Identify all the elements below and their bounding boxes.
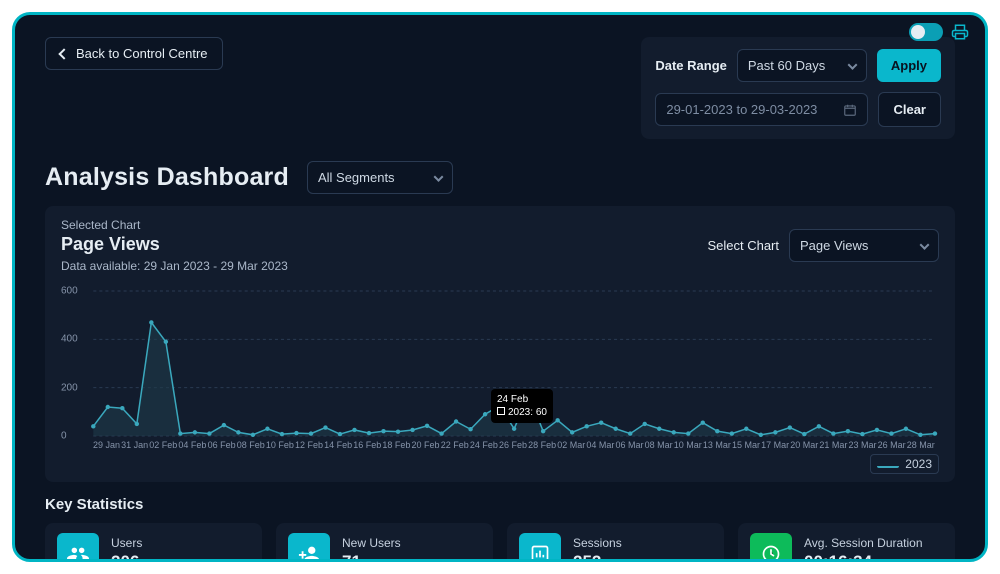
chart-ylabel: 600 (61, 286, 78, 297)
chart-xlabel: 29 Jan (93, 440, 120, 450)
chart-xlabel: 20 Feb (412, 440, 440, 450)
date-range-select[interactable]: Past 60 Days (737, 49, 867, 82)
chevron-left-icon (58, 48, 69, 59)
stat-value: 00:16:34 (804, 552, 923, 562)
clear-button[interactable]: Clear (878, 92, 941, 127)
chart-xlabel: 23 Mar (849, 440, 877, 450)
chart-xlabel: 04 Mar (586, 440, 614, 450)
stats-row: Users 206 New Users 71 Sessions 252 Avg. Sessi… (45, 523, 955, 562)
chart-xlabel: 08 Feb (237, 440, 265, 450)
back-button[interactable]: Back to Control Centre (45, 37, 223, 70)
apply-button[interactable]: Apply (877, 49, 941, 82)
chart-svg (61, 285, 939, 450)
stat-card[interactable]: Users 206 (45, 523, 262, 562)
chart-xlabel: 12 Feb (295, 440, 323, 450)
chart-ylabel: 200 (61, 382, 78, 393)
moon-icon (912, 26, 924, 38)
date-range-panel: Date Range Past 60 Days Apply 29-01-2023… (641, 37, 955, 139)
theme-toggle[interactable] (909, 23, 943, 41)
chart-availability: Data available: 29 Jan 2023 - 29 Mar 202… (61, 259, 288, 273)
tooltip-value: 60 (536, 407, 547, 418)
chart-xlabel: 24 Feb (470, 440, 498, 450)
chart-ylabel: 0 (61, 431, 67, 442)
chart-xlabel: 15 Mar (732, 440, 760, 450)
stat-card[interactable]: Sessions 252 (507, 523, 724, 562)
stat-label: Users (111, 536, 142, 550)
chart-legend[interactable]: 2023 (870, 454, 939, 474)
chart-name: Page Views (61, 234, 288, 255)
chart-xlabel: 06 Mar (616, 440, 644, 450)
chart-select-value: Page Views (800, 238, 868, 253)
stat-text: Users 206 (111, 536, 142, 562)
legend-line-icon (877, 460, 899, 468)
top-icons (909, 23, 969, 41)
chevron-down-icon (847, 60, 857, 70)
stat-card[interactable]: Avg. Session Duration 00:16:34 (738, 523, 955, 562)
chart-xlabel: 28 Mar (907, 440, 935, 450)
chart-xlabel: 14 Feb (324, 440, 352, 450)
stat-value: 252 (573, 552, 622, 562)
segments-select[interactable]: All Segments (307, 161, 453, 194)
chart-ylabel: 400 (61, 334, 78, 345)
chart-xaxis: 29 Jan31 Jan02 Feb04 Feb06 Feb08 Feb10 F… (93, 440, 935, 450)
chart-icon (519, 533, 561, 562)
dashboard-frame: Back to Control Centre Date Range Past 6… (12, 12, 988, 562)
chart-tooltip: 24 Feb 2023: 60 (491, 389, 553, 423)
chart-xlabel: 20 Mar (790, 440, 818, 450)
chart-xlabel: 17 Mar (761, 440, 789, 450)
stat-label: Sessions (573, 536, 622, 550)
tooltip-marker-icon (497, 407, 505, 415)
stat-value: 206 (111, 552, 142, 562)
segments-selected: All Segments (318, 170, 395, 185)
stat-text: Sessions 252 (573, 536, 622, 562)
chart-xlabel: 10 Feb (266, 440, 294, 450)
chart-xlabel: 26 Feb (499, 440, 527, 450)
chart-xlabel: 21 Mar (819, 440, 847, 450)
chart-xlabel: 08 Mar (645, 440, 673, 450)
tooltip-date: 24 Feb (497, 393, 547, 406)
stat-label: New Users (342, 536, 401, 550)
chart-select[interactable]: Page Views (789, 229, 939, 262)
chart-xlabel: 13 Mar (703, 440, 731, 450)
chart-xlabel: 31 Jan (121, 440, 148, 450)
users-icon (57, 533, 99, 562)
calendar-icon (843, 103, 857, 117)
stat-text: Avg. Session Duration 00:16:34 (804, 536, 923, 562)
chart-xlabel: 10 Mar (674, 440, 702, 450)
chevron-down-icon (434, 172, 444, 182)
chart-xlabel: 26 Mar (878, 440, 906, 450)
chevron-down-icon (920, 240, 930, 250)
print-icon[interactable] (951, 23, 969, 41)
chart-card: Selected Chart Page Views Data available… (45, 206, 955, 482)
chart-xlabel: 22 Feb (441, 440, 469, 450)
chart-xlabel: 02 Mar (557, 440, 585, 450)
chart-xlabel: 02 Feb (149, 440, 177, 450)
chart-xlabel: 04 Feb (178, 440, 206, 450)
page-title: Analysis Dashboard (45, 163, 289, 192)
chart-body: 0200400600 24 Feb 2023: 60 29 Jan31 Jan0… (61, 285, 939, 450)
date-range-label: Date Range (655, 58, 727, 73)
clock-icon (750, 533, 792, 562)
chart-xlabel: 06 Feb (208, 440, 236, 450)
user-plus-icon (288, 533, 330, 562)
stat-card[interactable]: New Users 71 (276, 523, 493, 562)
back-label: Back to Control Centre (76, 46, 208, 61)
chart-xlabel: 16 Feb (353, 440, 381, 450)
tooltip-series: 2023 (508, 407, 530, 418)
chart-xlabel: 18 Feb (382, 440, 410, 450)
date-range-selected: Past 60 Days (748, 58, 825, 73)
selected-chart-label: Selected Chart (61, 218, 288, 232)
date-display-text: 29-01-2023 to 29-03-2023 (666, 102, 817, 117)
date-range-display[interactable]: 29-01-2023 to 29-03-2023 (655, 93, 868, 126)
stat-text: New Users 71 (342, 536, 401, 562)
select-chart-label: Select Chart (707, 238, 779, 253)
stat-value: 71 (342, 552, 401, 562)
key-stats-title: Key Statistics (45, 496, 955, 513)
stat-label: Avg. Session Duration (804, 536, 923, 550)
chart-xlabel: 28 Feb (528, 440, 556, 450)
legend-year: 2023 (905, 457, 932, 471)
